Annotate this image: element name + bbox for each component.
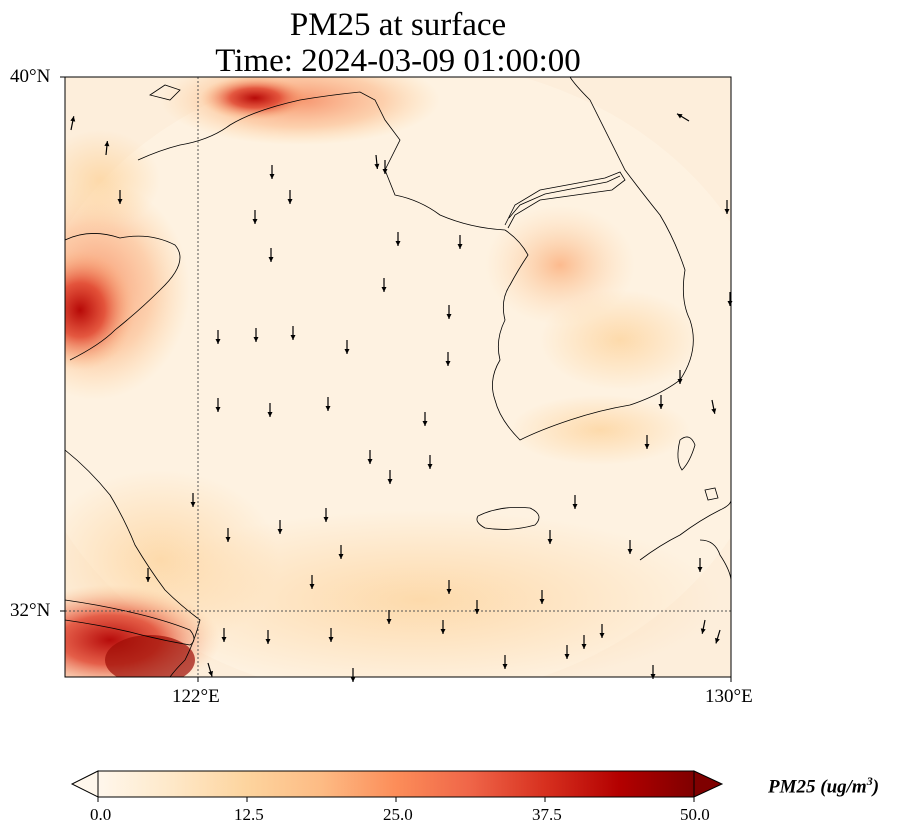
wind-vector-head (190, 502, 196, 507)
wind-vector-head (700, 628, 706, 634)
wind-vector-head (658, 404, 664, 409)
gridlines (65, 77, 731, 677)
wind-vector-head (374, 163, 380, 169)
wind-vector-head (381, 287, 387, 292)
wind-vector-head (502, 664, 508, 669)
colorbar-bar (97, 770, 695, 798)
wind-vector-head (446, 589, 452, 594)
wind-vector-head (711, 408, 717, 414)
wind-vector-head (644, 444, 650, 449)
wind-vector-head (252, 219, 258, 224)
wind-vector-head (677, 379, 683, 384)
lat-label-32N: 32°N (10, 600, 51, 621)
wind-vector-head (446, 314, 452, 319)
wind-vector-head (215, 407, 221, 412)
wind-vector-head (309, 584, 315, 589)
wind-vector-head (457, 244, 463, 249)
wind-vector-head (265, 639, 271, 644)
wind-vector-head (215, 339, 221, 344)
lon-label-122E: 122°E (172, 686, 220, 707)
jeju-island (476, 506, 540, 530)
map-title-line1: PM25 at surface (289, 7, 507, 43)
wind-vector-head (564, 654, 570, 659)
wind-vector-head (290, 335, 296, 340)
colorbar-tick-25: 25.0 (383, 805, 413, 824)
wind-vector-head (395, 241, 401, 246)
wind-vector-head (325, 406, 331, 411)
wind-vector-head (269, 174, 275, 179)
wind-vector-head (145, 577, 151, 582)
lat-label-40N: 40°N (10, 66, 51, 87)
wind-vector-head (715, 637, 720, 644)
wind-vector-head (287, 199, 293, 204)
wind-vector-head (277, 529, 283, 534)
wind-vector-head (267, 412, 273, 417)
colorbar-min-extend (70, 770, 99, 798)
wind-vector-head (387, 479, 393, 484)
wind-vector-head (581, 644, 587, 649)
wind-vector-head (221, 637, 227, 642)
wind-vector-head (382, 169, 388, 174)
wind-vector-head (676, 113, 683, 119)
wind-vector-head (70, 116, 76, 122)
colorbar-tick-0: 0.0 (90, 805, 112, 824)
colorbar (70, 770, 724, 802)
colorbar-tick-50: 50.0 (680, 805, 710, 824)
wind-vector-head (547, 539, 553, 544)
wind-vector-head (104, 141, 110, 147)
colorbar-max-extend (693, 770, 724, 798)
wind-vector-head (539, 599, 545, 604)
wind-vector-head (225, 537, 231, 542)
wind-vector-head (367, 459, 373, 464)
wind-vector-head (697, 567, 703, 572)
axis-ticks (60, 76, 732, 682)
lon-label-130E: 130°E (705, 686, 753, 707)
wind-vectors (70, 113, 733, 682)
wind-vector-head (253, 337, 259, 342)
wind-vector-head (445, 361, 451, 366)
wind-vector-head (427, 464, 433, 469)
wind-vector-head (117, 199, 123, 204)
wind-vector-head (323, 517, 329, 522)
wind-vector-head (350, 677, 356, 682)
wind-vector-head (572, 504, 578, 509)
wind-vector-head (344, 349, 350, 354)
colorbar-label: PM25 (ug/m3) (768, 774, 880, 798)
colorbar-tick-37-5: 37.5 (532, 805, 562, 824)
map-field (65, 77, 731, 677)
wind-vector-head (724, 209, 730, 214)
coastlines (65, 77, 731, 677)
wind-vector-head (328, 637, 334, 642)
colorbar-tick-12-5: 12.5 (234, 805, 264, 824)
wind-vector-head (474, 609, 480, 614)
wind-vector-head (440, 629, 446, 634)
wind-vector-head (599, 633, 605, 638)
wind-vector-head (386, 619, 392, 624)
wind-vector-head (208, 670, 213, 677)
map-title-line2: Time: 2024-03-09 01:00:00 (215, 43, 581, 79)
wind-vector-head (338, 554, 344, 559)
korea-south-coast-haze (510, 395, 690, 465)
wind-vector-head (422, 421, 428, 426)
map-frame (64, 76, 732, 678)
wind-vector-head (268, 257, 274, 262)
wind-vector-head (627, 549, 633, 554)
